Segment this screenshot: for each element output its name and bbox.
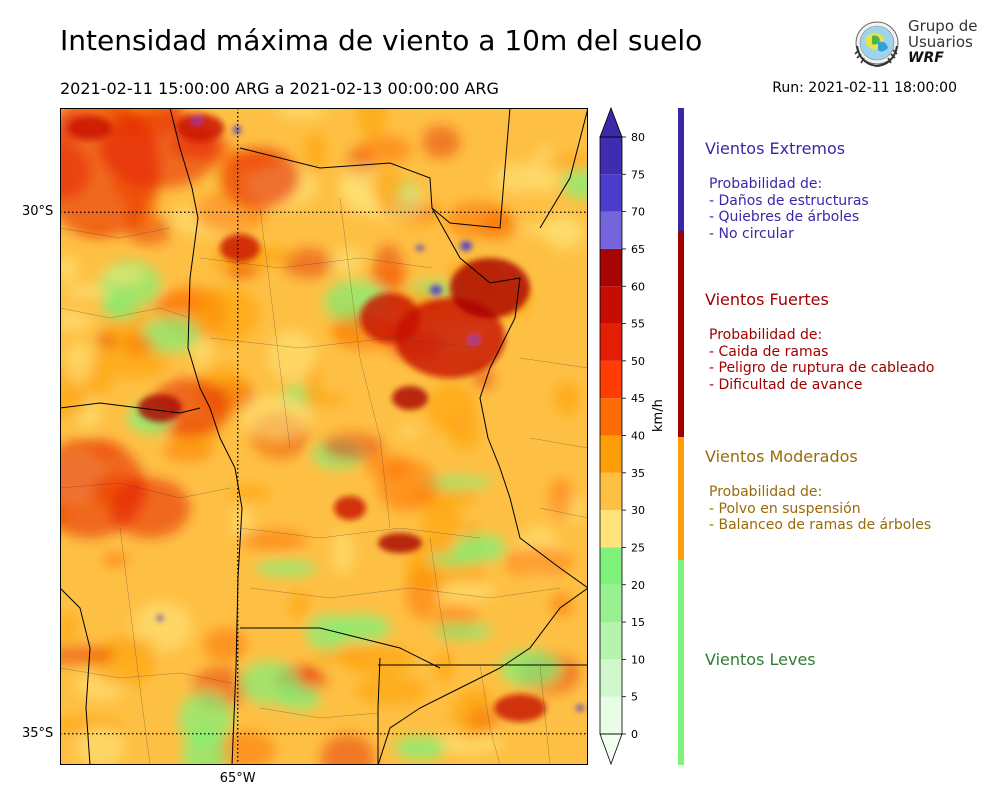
colorbar-bin [600,398,622,436]
latitude-label: 30°S [22,204,54,220]
colorbar-bin [600,211,622,249]
colorbar-bin [600,659,622,697]
map-frame [60,108,588,765]
category-item: - Quiebres de árboles [709,209,860,225]
colorbar-bin [600,248,622,287]
colorbar-tick-label: 35 [631,467,645,480]
colorbar-bins [599,106,623,766]
colorbar-bin [600,696,622,734]
colorbar-bin [600,137,622,175]
category-item: - Polvo en suspensión [709,500,861,517]
colorbar-tick-label: 55 [631,318,645,331]
colorbar-under-arrow [599,733,623,766]
colorbar-bin [600,323,622,361]
colorbar-tick-label: 60 [631,280,645,293]
department-borders [60,197,588,765]
colorbar-unit: km/h [651,399,666,432]
wind-map[interactable] [60,108,588,765]
logo-wrf: WRF [908,50,944,66]
category-title: Vientos Extremos [705,139,846,158]
colorbar-tick-label: 20 [631,579,645,592]
category-item: - Caida de ramas [709,343,829,360]
colorbar-tick-label: 80 [631,131,645,144]
colorbar-tick-label: 25 [631,541,645,554]
colorbar-tick-label: 10 [631,653,645,666]
category-bar-segment [678,436,684,560]
category-heading: Probabilidad de: [709,484,823,500]
category-item: - Peligro de ruptura de cableado [709,360,935,376]
category-bar-segment [678,108,684,232]
category-title: Vientos Leves [705,650,816,669]
category-item: - No circular [709,225,794,242]
category-item: - Daños de estructuras [709,192,869,209]
category-block: Vientos Moderados Probabilidad de: - Polvo… [705,447,985,534]
latitude-label: 35°S [22,725,54,741]
category-title: Vientos Moderados [705,447,858,466]
wrf-users-logo: Grupo de Usuarios WRF [848,16,978,74]
category-item: - Dificultad de avance [709,376,863,393]
colorbar-bin [600,510,622,548]
category-title: Vientos Fuertes [705,290,829,309]
colorbar-bin [600,584,622,623]
colorbar-tick-label: 75 [631,168,645,181]
colorbar-tick-label: 5 [631,691,638,704]
colorbar-tick-label: 50 [631,355,645,368]
map-title: Intensidad máxima de viento a 10m del su… [60,24,703,57]
longitude-label: 65°W [219,771,256,786]
colorbar-tick-label: 30 [631,504,645,517]
logo-line-1: Grupo de [908,17,978,35]
category-heading: Probabilidad de: [709,176,823,192]
globe-icon [854,21,899,68]
colorbar-bin [600,435,622,473]
category-bar-segment [678,559,684,765]
colorbar-tick-label: 15 [631,616,645,629]
category-bar [678,108,684,765]
colorbar: 0 5 10 15 20 25 30 35 40 45 50 55 60 65 70 75 80 [599,106,645,766]
colorbar-ticks: 0 5 10 15 20 25 30 35 40 45 50 55 60 65 70 75 80 [622,131,645,741]
category-item: - Balanceo de ramas de árboles [709,517,932,533]
logo-line-2: Usuarios [908,33,973,51]
forecast-period: 2021-02-11 15:00:00 ARG a 2021-02-13 00:… [60,79,499,98]
province-borders [60,108,588,765]
colorbar-tick-label: 65 [631,243,645,256]
colorbar-bin [600,622,622,660]
colorbar-bin [600,174,622,212]
colorbar-over-arrow [599,106,623,138]
wind-hotspots [68,114,584,722]
category-block: Vientos Extremos Probabilidad de: - Daños … [705,139,985,242]
run-timestamp: Run: 2021-02-11 18:00:00 [772,80,957,96]
category-block: Vientos Fuertes Probabilidad de: - Caida d… [705,290,985,393]
colorbar-bin [600,360,622,399]
colorbar-bin [600,286,622,324]
lat-lon-grid [60,108,588,765]
wind-field [60,108,588,765]
colorbar-tick-label: 0 [631,728,638,741]
colorbar-tick-label: 40 [631,430,645,443]
category-block: Vientos Leves [705,650,985,669]
colorbar-tick-label: 45 [631,392,645,405]
colorbar-bin [600,472,622,511]
category-bar-segment [678,231,684,437]
colorbar-bin [600,547,622,585]
category-heading: Probabilidad de: [709,327,823,343]
colorbar-tick-label: 70 [631,206,645,219]
